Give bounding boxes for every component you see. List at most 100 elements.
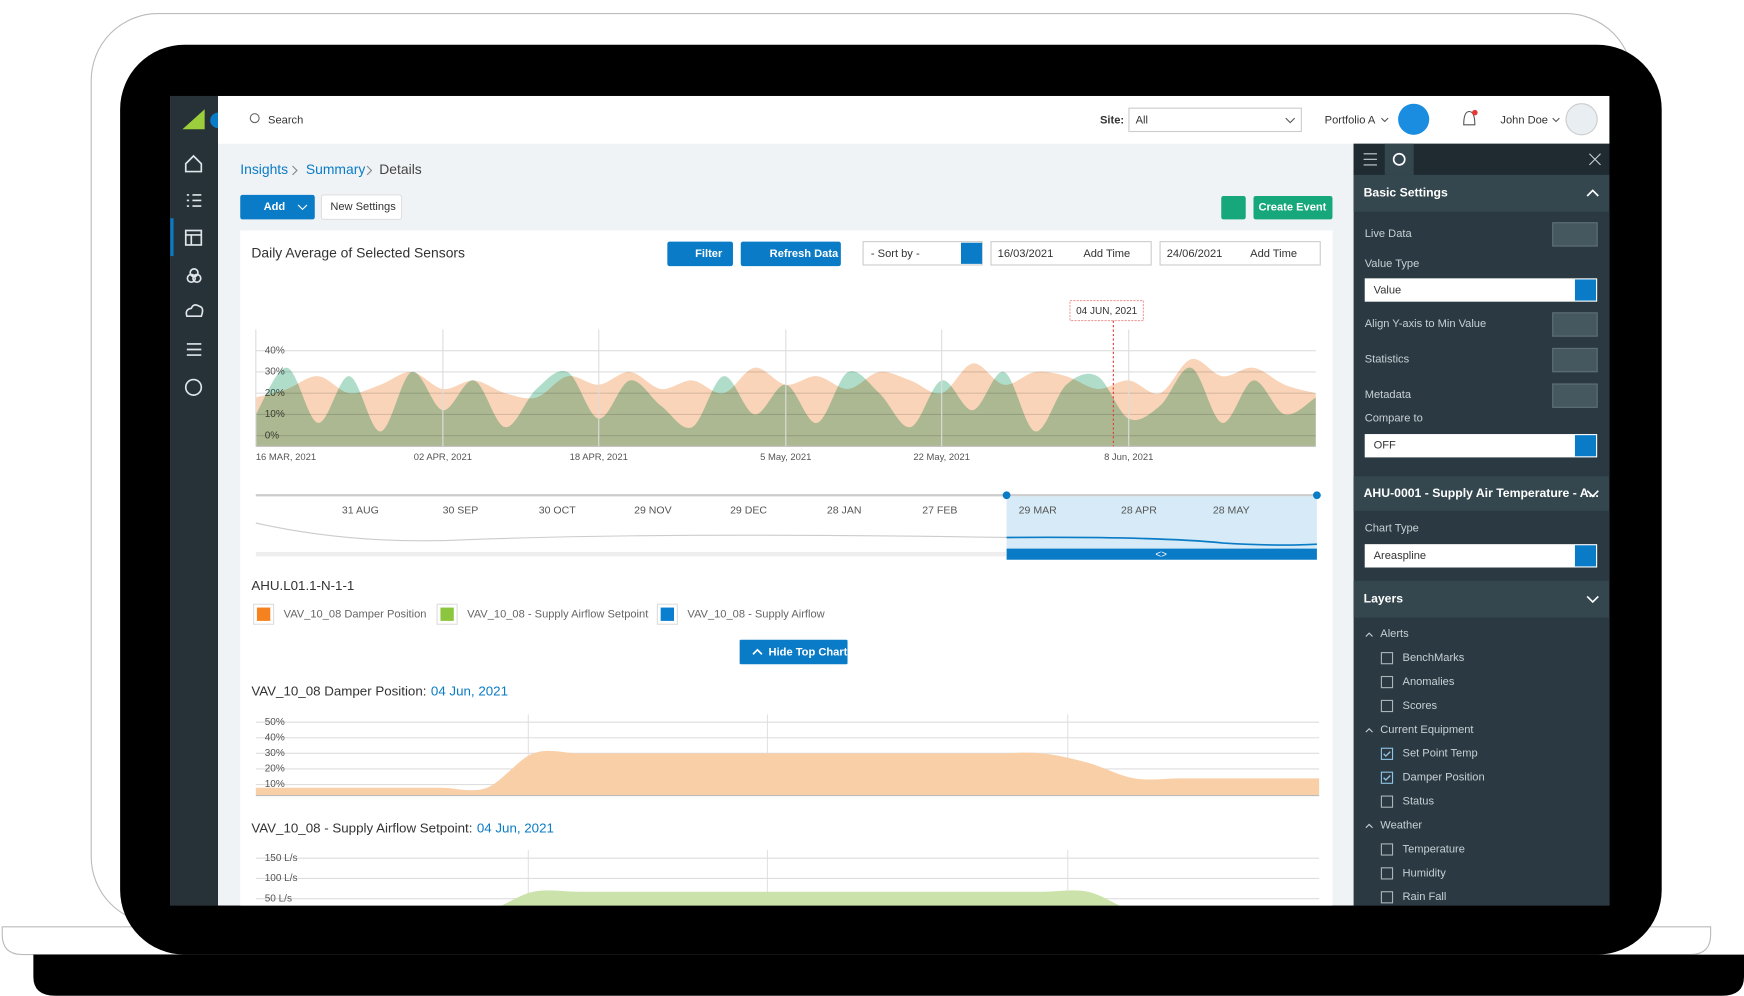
menu-tab[interactable] — [1363, 153, 1377, 166]
create-event-label: Create Event — [1258, 202, 1326, 214]
setting-label: Compare to — [1365, 412, 1423, 424]
navigator-labels: 31 AUG 30 SEP 30 OCT 29 NOV 29 DEC 28 JAN 27 F… — [342, 505, 1250, 517]
layer-item: Set Point Temp — [1403, 748, 1478, 760]
chart-date: 04 Jun, 2021 — [431, 684, 508, 699]
chart-date: 04 Jun, 2021 — [477, 820, 554, 835]
x-tick-label: 5 May, 2021 — [760, 452, 811, 463]
new-settings-button[interactable] — [320, 194, 403, 220]
user-name[interactable]: John Doe — [1500, 114, 1548, 126]
section-header[interactable] — [1353, 580, 1610, 618]
legend-label: VAV_10_08 - Supply Airflow — [687, 609, 825, 621]
checkbox[interactable] — [1380, 699, 1394, 713]
navigator-label: 28 MAY — [1213, 505, 1250, 517]
add-button[interactable] — [240, 194, 315, 220]
filter-button[interactable] — [667, 241, 733, 267]
checkbox[interactable] — [1380, 771, 1394, 784]
area — [255, 750, 1320, 796]
select[interactable] — [1364, 544, 1598, 568]
navigator-label: 29 DEC — [730, 505, 767, 517]
y-tick-label: 30% — [265, 367, 285, 378]
create-event-button[interactable] — [1253, 196, 1333, 220]
add-time: Add Time — [1083, 248, 1130, 260]
decoration — [184, 154, 203, 173]
decoration — [1552, 347, 1598, 373]
setting-label: Statistics — [1365, 353, 1410, 365]
gear-icon — [1392, 152, 1406, 166]
decoration — [184, 378, 203, 396]
add-label: Add — [264, 201, 286, 213]
crumb: Details — [379, 161, 422, 177]
y-tick-label: 30% — [265, 748, 285, 759]
save-button[interactable] — [1221, 196, 1246, 220]
navigator-handle[interactable] — [1313, 491, 1321, 500]
site-select[interactable] — [1128, 107, 1302, 133]
checkbox[interactable] — [1380, 675, 1394, 689]
layer-group[interactable]: Current Equipment — [1380, 724, 1473, 736]
navigator-label: 30 OCT — [539, 505, 576, 517]
layer-item: BenchMarks — [1403, 652, 1465, 664]
layer-item: Rain Fall — [1403, 891, 1447, 903]
crumb[interactable]: Summary — [306, 161, 365, 177]
legend-swatch — [440, 607, 454, 621]
checkbox[interactable] — [1380, 795, 1394, 808]
settings-panel — [1353, 143, 1610, 906]
y-tick-label: 50 L/s — [265, 893, 292, 904]
checkbox[interactable] — [1380, 747, 1394, 760]
decoration — [186, 194, 202, 207]
setting-label: Metadata — [1365, 389, 1412, 401]
legend-swatch — [256, 607, 271, 621]
checkbox[interactable] — [1380, 843, 1394, 856]
y-tick-label: 20% — [265, 764, 285, 775]
bell[interactable] — [1463, 110, 1476, 126]
navigator-label: 28 JAN — [827, 505, 862, 517]
check — [1383, 751, 1391, 757]
toggles[interactable] — [1552, 222, 1598, 408]
annotation-box — [1069, 300, 1144, 322]
end-date-text: 24/06/2021 — [1167, 248, 1223, 260]
section-title: Basic Settings — [1364, 185, 1448, 199]
close[interactable] — [1589, 153, 1601, 166]
chevron — [752, 648, 763, 655]
select[interactable] — [1364, 278, 1598, 302]
decoration — [186, 343, 202, 356]
end-date[interactable] — [1159, 241, 1321, 266]
settings-tab-active[interactable] — [1384, 143, 1414, 175]
y-tick-label: 40% — [265, 345, 285, 356]
select[interactable] — [1364, 434, 1598, 458]
caret — [1381, 117, 1389, 123]
navigator-line — [1006, 536, 1317, 546]
decoration — [1552, 312, 1598, 337]
setting-label: Live Data — [1365, 228, 1413, 240]
legend-label: VAV_10_08 Damper Position — [284, 609, 427, 621]
search-icon[interactable] — [249, 113, 260, 124]
navigator-scrollbar[interactable] — [1006, 548, 1317, 560]
crumb[interactable]: Insights — [240, 161, 288, 177]
layers: Alerts BenchMarks Anomalies Scores Current E… — [1365, 628, 1485, 904]
checkbox[interactable] — [1380, 867, 1394, 880]
portfolio[interactable]: Portfolio A — [1325, 114, 1376, 126]
section-header[interactable] — [1353, 476, 1610, 511]
navigator-label: 31 AUG — [342, 505, 379, 517]
layer-group[interactable]: Alerts — [1380, 628, 1409, 640]
legend-title: AHU.L01.1-N-1-1 — [251, 578, 354, 593]
select-value: OFF — [1374, 440, 1396, 452]
section-header[interactable] — [1353, 174, 1610, 212]
x-tick-label: 18 APR, 2021 — [570, 452, 628, 463]
caret — [1285, 117, 1296, 124]
panel-title: Daily Average of Selected Sensors — [251, 245, 465, 261]
search-input[interactable]: Search — [268, 114, 303, 126]
nav-icons[interactable] — [184, 154, 204, 396]
layer-item: Damper Position — [1403, 772, 1485, 784]
refresh-button[interactable] — [740, 241, 841, 267]
chevron — [1586, 595, 1599, 604]
setting-label: Chart Type — [1365, 523, 1419, 535]
checkbox[interactable] — [1380, 652, 1394, 665]
hide-top-chart-button[interactable] — [739, 639, 848, 665]
checkbox[interactable] — [1380, 891, 1394, 904]
navigator-handle[interactable] — [1002, 491, 1011, 500]
layer-group[interactable]: Weather — [1380, 819, 1422, 831]
start-date[interactable] — [990, 241, 1152, 266]
